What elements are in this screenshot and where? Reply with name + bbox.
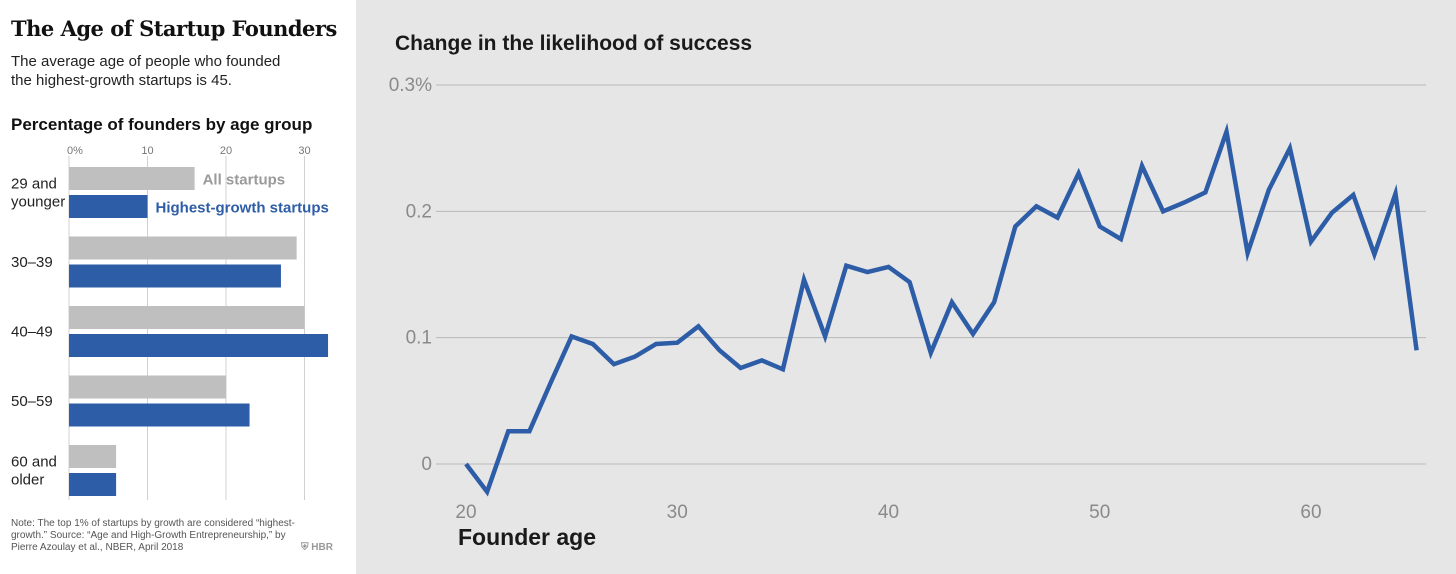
line-chart: 0 0.1 0.2 0.3% 20 30 40 50 60 Founder age bbox=[389, 75, 1426, 550]
y-tick-label: 0.2 bbox=[406, 201, 432, 222]
bar-highest-growth bbox=[69, 473, 117, 496]
x-tick-label: 50 bbox=[1089, 502, 1110, 523]
page-title: The Age of Startup Founders bbox=[11, 16, 337, 41]
subtitle: The average age of people who founded th… bbox=[11, 52, 311, 90]
bar-legend-label: All startups bbox=[203, 172, 286, 189]
x-tick-label: 30 bbox=[667, 502, 688, 523]
x-axis-title: Founder age bbox=[458, 524, 596, 550]
y-tick-label: 0.1 bbox=[406, 328, 432, 349]
bar-x-tick-label: 10 bbox=[141, 145, 153, 157]
right-panel: Change in the likelihood of success 0 0.1… bbox=[356, 0, 1456, 574]
bar-highest-growth bbox=[69, 403, 250, 427]
bar-all-startups bbox=[69, 236, 297, 260]
subtitle-line: The average age of people who founded bbox=[11, 53, 281, 70]
bar-category-label: 60 and bbox=[11, 454, 57, 471]
left-panel: The Age of Startup Founders The average … bbox=[0, 0, 356, 574]
x-tick-label: 40 bbox=[878, 502, 899, 523]
bar-category-label: 29 and bbox=[11, 176, 57, 193]
source-note: Note: The top 1% of startups by growth a… bbox=[11, 518, 295, 553]
y-tick-label: 0 bbox=[421, 454, 432, 475]
bar-x-tick-label: 20 bbox=[220, 145, 232, 157]
bar-all-startups bbox=[69, 445, 117, 468]
bar-legend-label: Highest-growth startups bbox=[156, 200, 329, 217]
bar-category-label: 30–39 bbox=[11, 254, 53, 271]
bar-highest-growth bbox=[69, 195, 148, 218]
hbr-logo: ⛨ HBR bbox=[301, 542, 333, 553]
bar-all-startups bbox=[69, 167, 195, 190]
bar-chart-title: Percentage of founders by age group bbox=[11, 115, 313, 134]
bar-category-label: younger bbox=[11, 194, 65, 211]
bar-all-startups bbox=[69, 375, 226, 399]
success-line bbox=[464, 122, 1419, 497]
line-chart-title: Change in the likelihood of success bbox=[395, 32, 753, 55]
x-tick-label: 60 bbox=[1300, 502, 1321, 523]
bar-category-label: 40–49 bbox=[11, 324, 53, 341]
bar-highest-growth bbox=[69, 334, 329, 357]
y-tick-label: 0.3% bbox=[389, 75, 432, 96]
bar-x-tick-label: 30 bbox=[298, 145, 310, 157]
bar-all-startups bbox=[69, 306, 305, 329]
x-tick-label: 20 bbox=[455, 502, 476, 523]
bar-highest-growth bbox=[69, 264, 281, 288]
bar-x-tick-label: 0% bbox=[67, 145, 83, 157]
bar-category-label: older bbox=[11, 472, 44, 489]
subtitle-line: the highest-growth startups is 45. bbox=[11, 72, 232, 89]
bar-category-label: 50–59 bbox=[11, 393, 53, 410]
